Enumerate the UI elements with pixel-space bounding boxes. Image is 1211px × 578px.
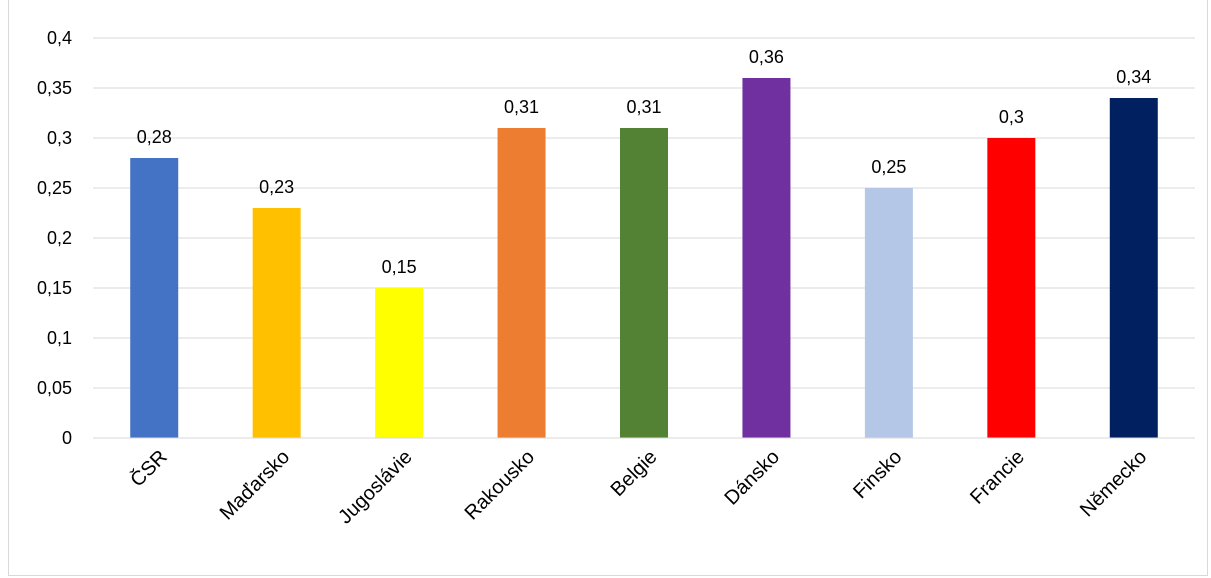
x-axis-category-labels: ČSR Maďarsko Jugoslávie Rakousko Belgie Dánsk… [126, 445, 1152, 528]
bars [130, 78, 1158, 438]
data-labels: 0,28 0,23 0,15 0,31 0,31 0,36 0,25 0,3 0,34 [137, 47, 1152, 277]
y-tick-label: 0,15 [37, 278, 72, 298]
data-label: 0,23 [259, 177, 294, 197]
bar [864, 188, 913, 438]
y-tick-label: 0,3 [47, 128, 72, 148]
y-axis-tick-labels: 0 0,05 0,1 0,15 0,2 0,25 0,3 0,35 0,4 [37, 28, 72, 448]
bar [620, 128, 668, 438]
y-tick-label: 0 [62, 428, 72, 448]
bar [987, 138, 1036, 438]
y-tick-label: 0,4 [47, 28, 72, 48]
x-category-label: Finsko [849, 446, 906, 503]
x-category-label: Rakousko [461, 446, 539, 524]
y-tick-label: 0,2 [47, 228, 72, 248]
x-category-label: Maďarsko [216, 446, 294, 524]
data-label: 0,34 [1116, 67, 1151, 87]
bar [252, 208, 301, 438]
y-tick-label: 0,35 [37, 78, 72, 98]
y-tick-label: 0,1 [47, 328, 72, 348]
bar [1109, 98, 1158, 438]
bar [375, 288, 424, 438]
y-tick-label: 0,25 [37, 178, 72, 198]
chart-frame [8, 0, 1208, 576]
bar [130, 158, 179, 438]
data-label: 0,31 [626, 97, 661, 117]
data-label: 0,25 [871, 157, 906, 177]
x-category-label: Dánsko [720, 446, 784, 510]
x-category-label: Jugoslávie [334, 446, 416, 528]
y-tick-label: 0,05 [37, 378, 72, 398]
x-category-label: Francie [966, 446, 1029, 509]
bar [497, 128, 546, 438]
data-label: 0,36 [749, 47, 784, 67]
x-category-label: ČSR [126, 445, 172, 491]
data-label: 0,15 [382, 257, 417, 277]
data-label: 0,31 [504, 97, 539, 117]
x-category-label: Německo [1076, 446, 1151, 521]
x-category-label: Belgie [607, 446, 662, 501]
bar [742, 78, 791, 438]
data-label: 0,28 [137, 127, 172, 147]
data-label: 0,3 [999, 107, 1024, 127]
